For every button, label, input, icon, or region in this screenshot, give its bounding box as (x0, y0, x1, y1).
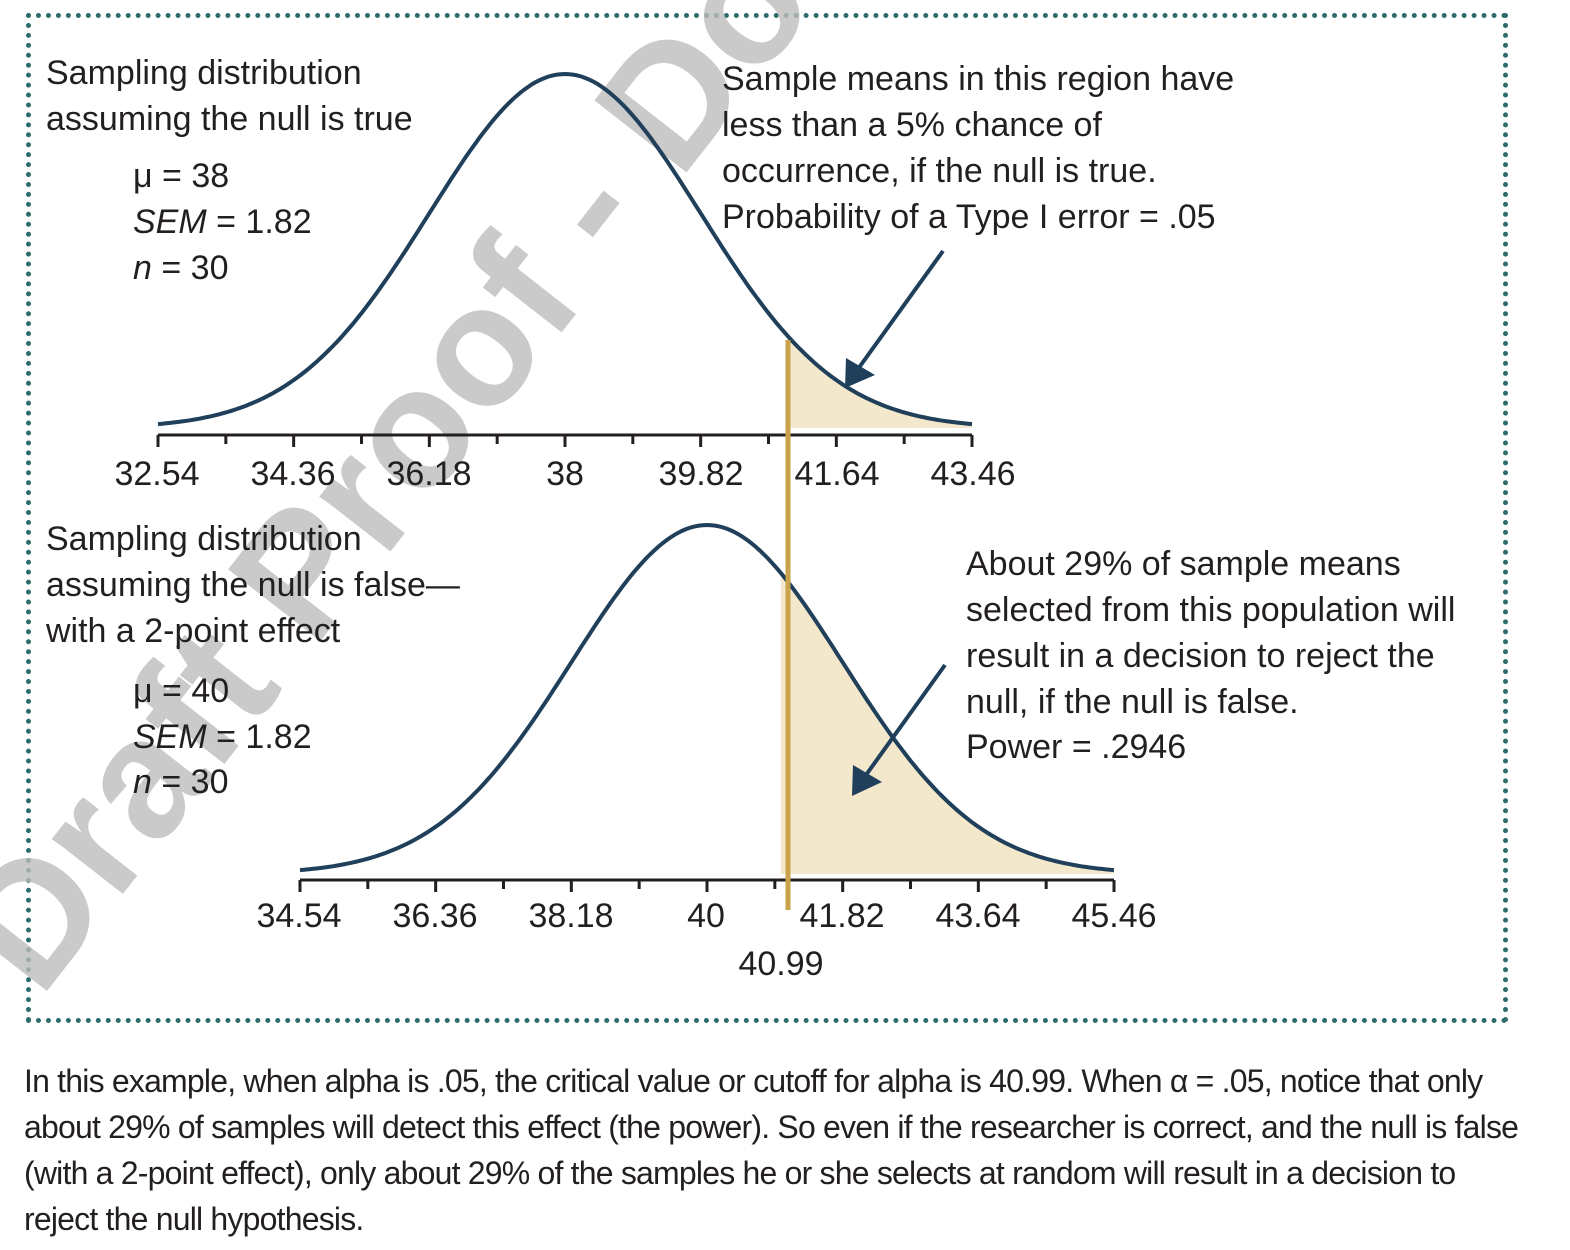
top-n-label: n = 30 (133, 249, 229, 287)
top-tick-label: 43.46 (930, 455, 1015, 493)
bottom-annotation-line: About 29% of sample means (966, 545, 1401, 583)
n-value: = 30 (152, 249, 229, 287)
power-region (780, 573, 1114, 874)
top-tick-label: 32.54 (114, 455, 199, 493)
bottom-title-line: Sampling distribution (46, 520, 362, 558)
bottom-title-line: assuming the null is false— (46, 566, 460, 604)
top-arrow (845, 249, 945, 388)
top-annotation-line: occurrence, if the null is true. (722, 152, 1157, 190)
bottom-annotation-line: result in a decision to reject the (966, 637, 1435, 675)
top-tick-label: 41.64 (794, 455, 879, 493)
top-sem-label: SEM = 1.82 (133, 203, 312, 241)
top-distribution-curve (157, 71, 973, 427)
n-value: = 30 (152, 763, 229, 801)
top-annotation-line: Sample means in this region have (722, 60, 1234, 98)
bottom-n-label: n = 30 (133, 763, 229, 801)
top-mu-label: μ = 38 (133, 157, 229, 195)
top-tick-label: 34.36 (250, 455, 335, 493)
bottom-tick-label: 40 (687, 897, 725, 935)
bottom-annotation-line: null, if the null is false. (966, 683, 1299, 721)
bottom-x-ticks (298, 880, 1116, 892)
top-x-ticks (156, 435, 974, 447)
top-title-line: Sampling distribution (46, 54, 362, 92)
bottom-tick-label: 34.54 (256, 897, 341, 935)
top-panel: 32.54 34.36 36.18 38 39.82 41.64 43.46 S… (46, 54, 1234, 493)
bottom-mu-label: μ = 40 (133, 672, 229, 710)
top-tick-label: 38 (546, 455, 584, 493)
figure-border (26, 13, 1508, 1023)
n-symbol: n (133, 763, 152, 801)
top-tick-label: 39.82 (658, 455, 743, 493)
top-annotation-line: Probability of a Type I error = .05 (722, 198, 1216, 236)
power-diagram: Draft Proof - Do not copy 32.54 34.36 36… (0, 0, 1455, 1023)
bottom-annotation-line: selected from this population will (966, 591, 1455, 629)
figure-caption: In this example, when alpha is .05, the … (24, 1063, 1519, 1237)
bottom-distribution-curve (299, 522, 1115, 873)
top-rejection-region (787, 336, 972, 428)
bottom-tick-label: 43.64 (935, 897, 1020, 935)
bottom-tick-label: 38.18 (528, 897, 613, 935)
bottom-annotation-line: Power = .2946 (966, 728, 1186, 766)
bottom-tick-label: 41.82 (799, 897, 884, 935)
n-symbol: n (133, 249, 152, 287)
bottom-tick-label: 45.46 (1071, 897, 1156, 935)
top-title-line: assuming the null is true (46, 100, 413, 138)
top-tick-label: 36.18 (386, 455, 471, 493)
bottom-title-line: with a 2-point effect (45, 612, 341, 650)
cutoff-label: 40.99 (738, 945, 823, 983)
sem-symbol: SEM (133, 203, 207, 241)
sem-value: = 1.82 (207, 203, 312, 241)
sem-symbol: SEM (133, 718, 207, 756)
bottom-arrow (852, 663, 947, 796)
top-annotation-line: less than a 5% chance of (722, 106, 1102, 144)
bottom-tick-label: 36.36 (392, 897, 477, 935)
sem-value: = 1.82 (207, 718, 312, 756)
bottom-panel: 34.54 36.36 38.18 40 41.82 43.64 45.46 4… (45, 520, 1455, 983)
bottom-sem-label: SEM = 1.82 (133, 718, 312, 756)
